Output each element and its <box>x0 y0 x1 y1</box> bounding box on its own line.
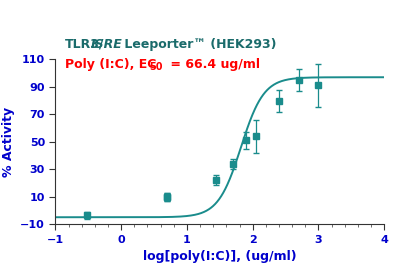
Y-axis label: % Activity: % Activity <box>2 107 15 177</box>
Text: Poly (I:C), EC: Poly (I:C), EC <box>65 58 157 71</box>
Text: = 66.4 ug/ml: = 66.4 ug/ml <box>166 58 259 71</box>
Text: TLR3/: TLR3/ <box>65 38 105 51</box>
X-axis label: log[poly(I:C)], (ug/ml): log[poly(I:C)], (ug/ml) <box>143 250 297 263</box>
Text: ISRE: ISRE <box>91 38 123 51</box>
Text: Leeporter™ (HEK293): Leeporter™ (HEK293) <box>120 38 276 51</box>
Text: 50: 50 <box>149 62 163 72</box>
